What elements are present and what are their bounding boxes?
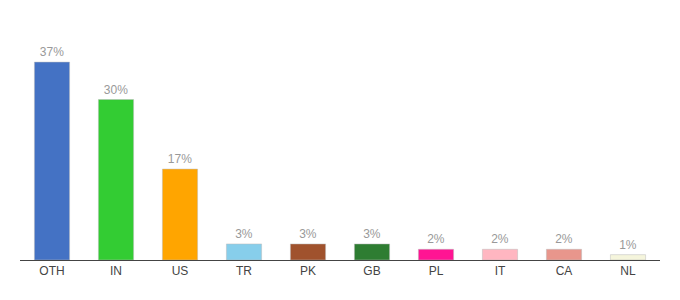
svg-text:37%: 37% xyxy=(40,45,64,59)
svg-text:PK: PK xyxy=(300,264,316,278)
svg-text:2%: 2% xyxy=(427,232,445,246)
svg-text:3%: 3% xyxy=(299,227,317,241)
svg-text:30%: 30% xyxy=(104,83,128,97)
svg-text:17%: 17% xyxy=(168,152,192,166)
svg-text:TR: TR xyxy=(236,264,252,278)
svg-text:PL: PL xyxy=(429,264,444,278)
svg-text:OTH: OTH xyxy=(39,264,64,278)
svg-text:US: US xyxy=(172,264,189,278)
svg-text:IN: IN xyxy=(110,264,122,278)
svg-text:3%: 3% xyxy=(363,227,381,241)
svg-text:1%: 1% xyxy=(619,238,637,252)
svg-text:3%: 3% xyxy=(235,227,253,241)
svg-text:GB: GB xyxy=(363,264,380,278)
svg-text:NL: NL xyxy=(620,264,636,278)
svg-text:IT: IT xyxy=(495,264,506,278)
svg-text:2%: 2% xyxy=(555,232,573,246)
svg-text:CA: CA xyxy=(556,264,573,278)
svg-text:2%: 2% xyxy=(491,232,509,246)
